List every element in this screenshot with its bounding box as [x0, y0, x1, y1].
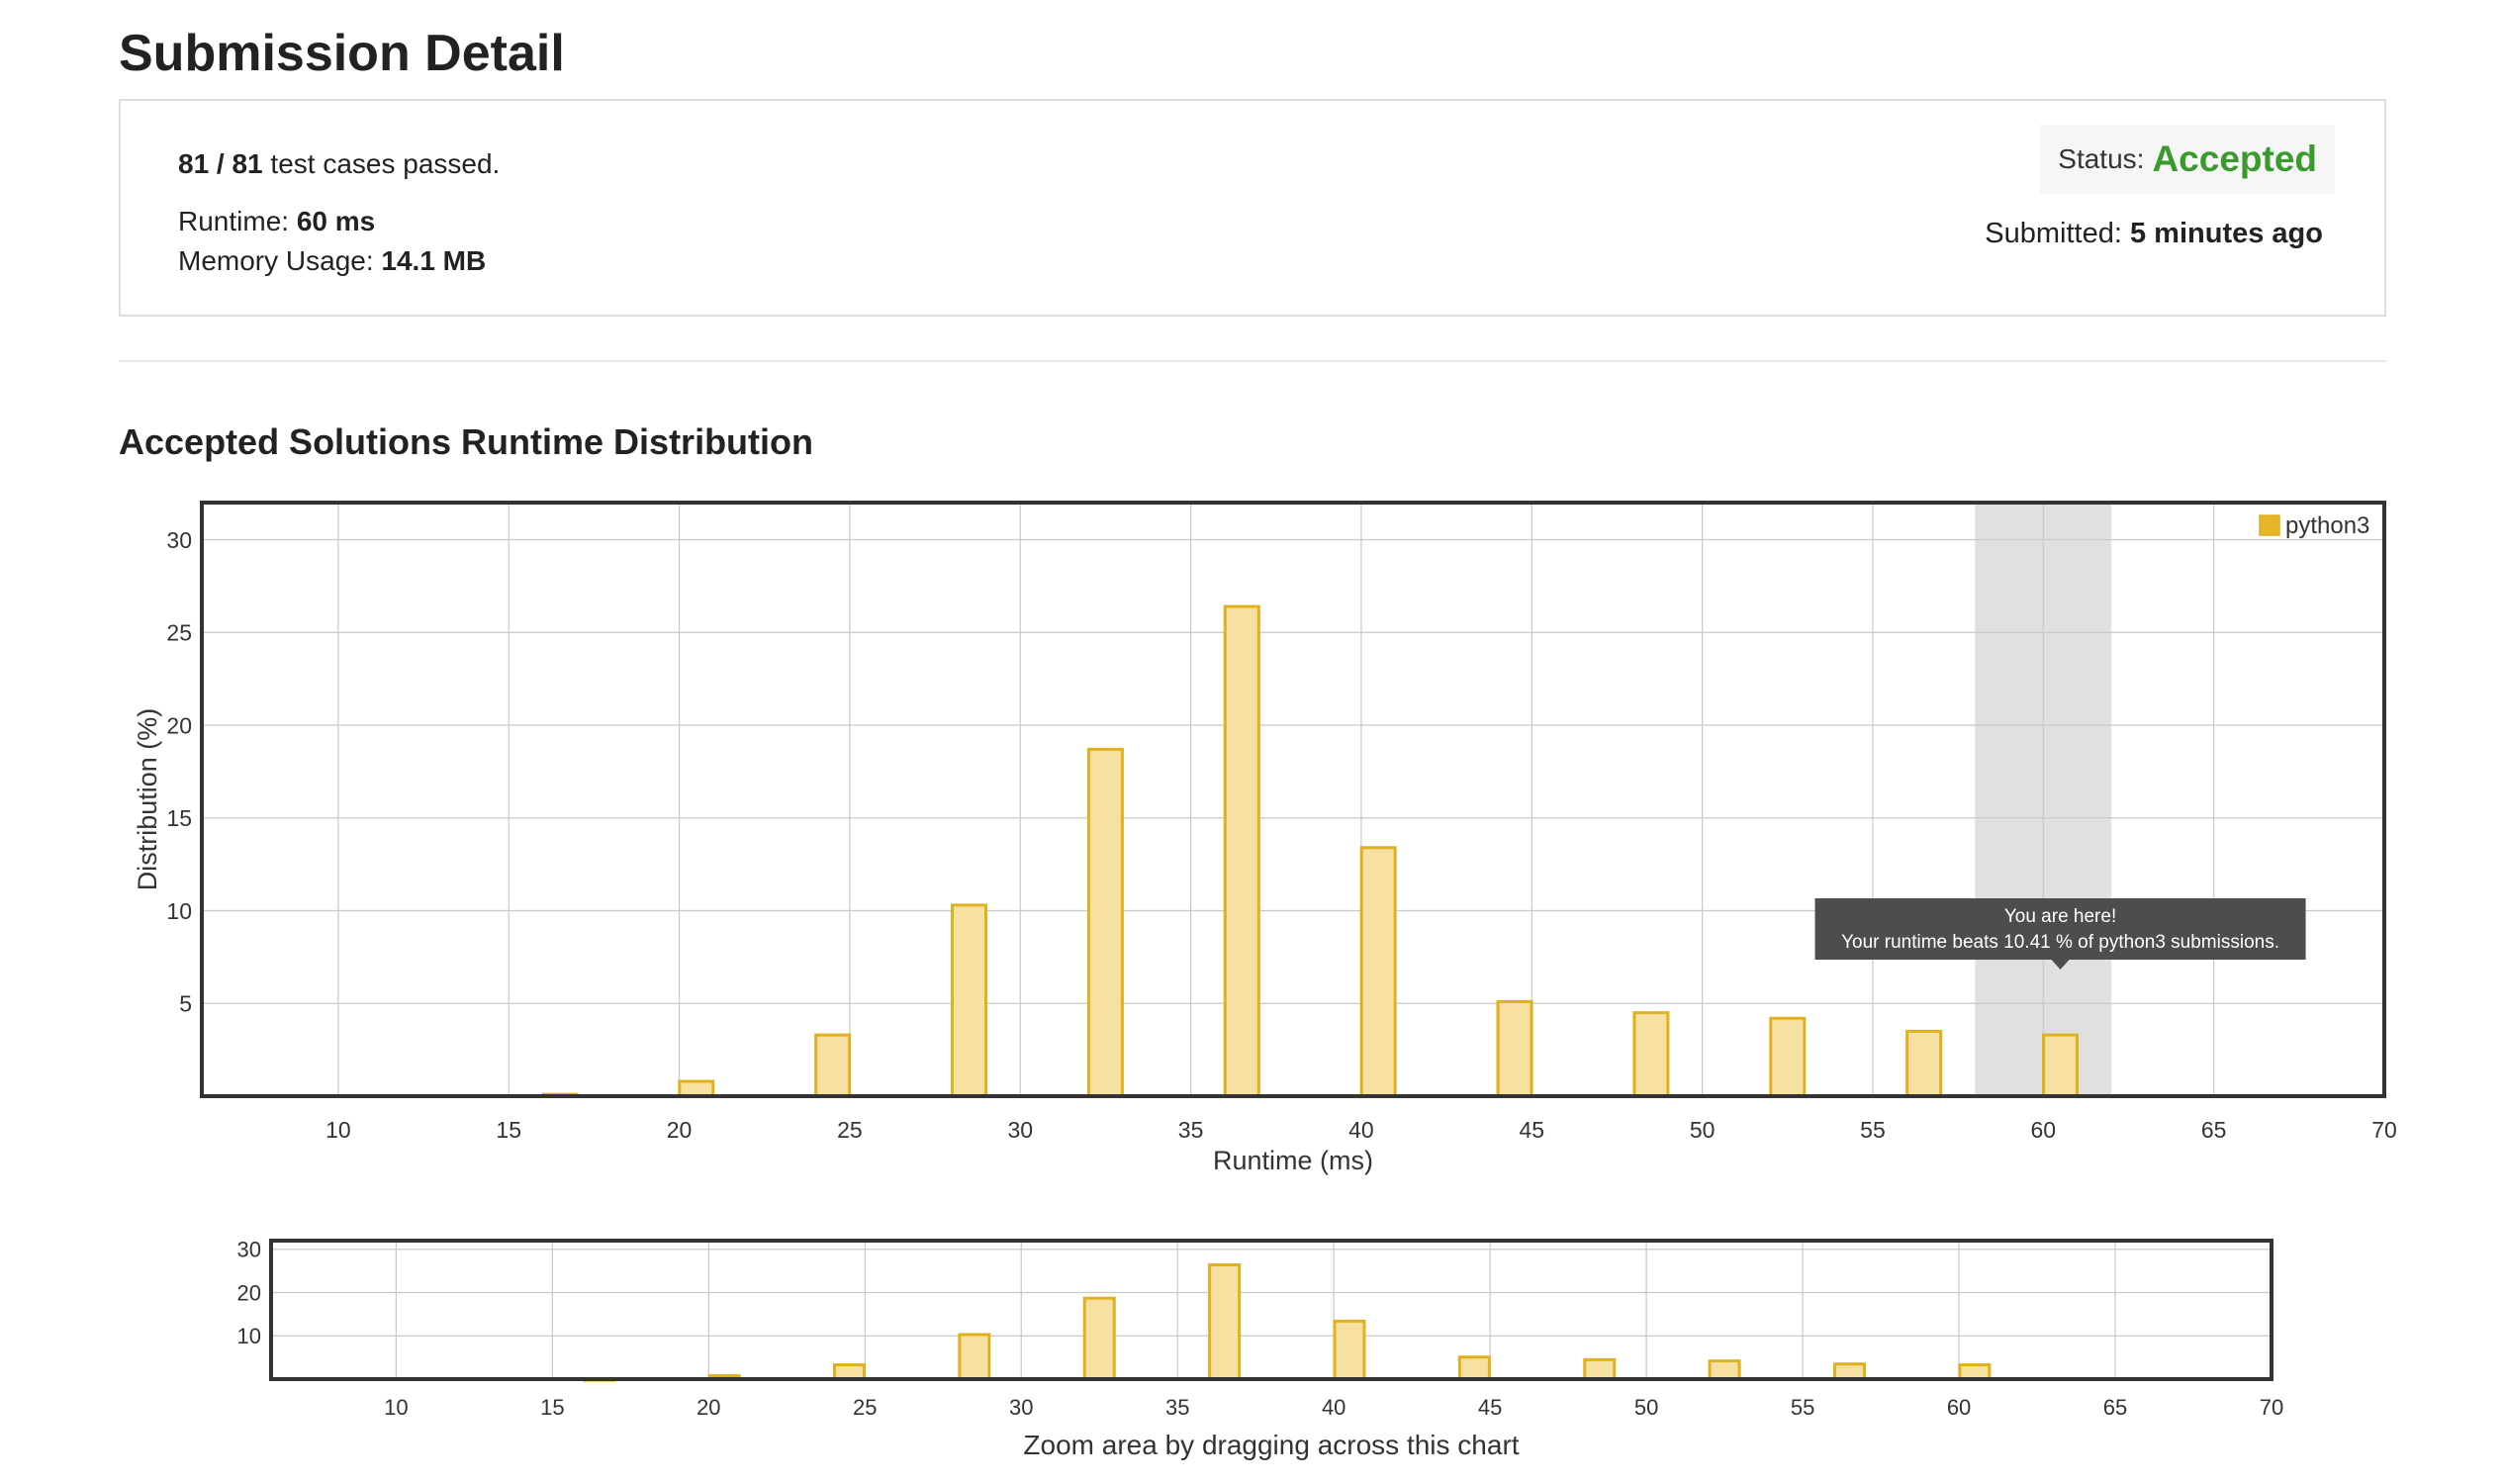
submitted-line: Submitted: 5 minutes ago [1985, 218, 2323, 250]
tooltip-pointer [2051, 960, 2070, 970]
runtime-distribution-chart[interactable]: 10 15 20 25 30 35 40 45 50 55 60 65 70 5 10 15 20 25 30 Run… [0, 475, 2505, 1187]
runtime-tooltip: You are here! Your runtime beats 10.41 % … [1814, 898, 2306, 970]
x-tick-label: 55 [1791, 1395, 1814, 1420]
zoom-navigator-chart[interactable]: 10 15 20 25 30 35 40 45 50 55 60 65 70 10 20 30 Zoom are… [0, 1217, 2505, 1484]
tests-passed-count: 81 / 81 [178, 148, 263, 179]
section-title: Accepted Solutions Runtime Distribution [119, 421, 814, 462]
memory-value: 14.1 MB [381, 245, 487, 276]
y-tick-label: 30 [237, 1238, 261, 1262]
y-tick-label: 20 [237, 1280, 261, 1305]
plot-frame [269, 1239, 2273, 1381]
runtime-bar[interactable] [1208, 1263, 1242, 1381]
x-tick-label: 10 [384, 1395, 408, 1420]
x-tick-label: 25 [837, 1117, 863, 1143]
runtime-bar[interactable] [1333, 1319, 1366, 1381]
x-tick-label: 55 [1860, 1117, 1886, 1143]
runtime-bar[interactable] [1457, 1355, 1491, 1381]
x-tick-label: 60 [1947, 1395, 1971, 1420]
x-tick-label: 65 [2103, 1395, 2127, 1420]
x-tick-label: 50 [1690, 1117, 1716, 1143]
runtime-label: Runtime: [178, 206, 290, 236]
status-accepted-link[interactable]: Accepted [2152, 139, 2317, 179]
runtime-bar[interactable] [958, 1333, 991, 1381]
runtime-bar[interactable] [1082, 1296, 1116, 1381]
runtime-bar[interactable] [832, 1363, 866, 1381]
runtime-bar[interactable] [1905, 1029, 1943, 1098]
runtime-bar[interactable] [1708, 1359, 1741, 1381]
y-tick-label: 15 [166, 805, 192, 831]
y-tick-label: 25 [166, 620, 192, 646]
runtime-bar[interactable] [678, 1079, 715, 1098]
tooltip-box [1814, 898, 2306, 960]
x-tick-label: 50 [1634, 1395, 1658, 1420]
x-tick-label: 70 [2371, 1117, 2397, 1143]
submission-detail-panel: 81 / 81 test cases passed. Runtime: 60 m… [119, 99, 2386, 317]
chart-legend[interactable]: python3 [2259, 512, 2369, 539]
x-tick-label: 40 [1348, 1117, 1374, 1143]
y-axis-title: Distribution (%) [133, 708, 162, 891]
runtime-bar[interactable] [1769, 1016, 1807, 1098]
x-tick-label: 35 [1178, 1117, 1204, 1143]
runtime-value: 60 ms [296, 206, 376, 236]
x-tick-label: 40 [1322, 1395, 1345, 1420]
test-cases-line: 81 / 81 test cases passed. [178, 144, 500, 184]
x-tick-label: 20 [667, 1117, 693, 1143]
page-title: Submission Detail [119, 25, 565, 82]
submitted-value: 5 minutes ago [2130, 218, 2323, 249]
runtime-bar[interactable] [1223, 604, 1260, 1098]
tooltip-text: Your runtime beats 10.41 % of python3 su… [1841, 932, 2279, 953]
runtime-bar[interactable] [1632, 1011, 1670, 1098]
y-tick-label: 5 [179, 991, 192, 1017]
runtime-bar[interactable] [814, 1033, 852, 1098]
y-tick-label: 30 [166, 527, 192, 553]
x-tick-label: 60 [2031, 1117, 2057, 1143]
x-tick-label: 15 [496, 1117, 521, 1143]
x-tick-label: 35 [1165, 1395, 1189, 1420]
x-tick-label: 30 [1009, 1395, 1033, 1420]
status-label: Status: [2058, 143, 2145, 174]
tooltip-title: You are here! [2004, 906, 2116, 927]
runtime-bar[interactable] [951, 903, 988, 1098]
y-tick-label: 10 [166, 898, 192, 924]
runtime-line: Runtime: 60 ms [178, 202, 500, 241]
x-tick-label: 65 [2201, 1117, 2227, 1143]
runtime-bar[interactable] [1359, 846, 1397, 1098]
plot-frame [200, 501, 2386, 1098]
tests-passed-text: test cases passed. [270, 148, 501, 179]
submitted-label: Submitted: [1985, 218, 2122, 249]
section-divider [119, 360, 2386, 362]
y-tick-label: 20 [166, 712, 192, 738]
runtime-bar[interactable] [1832, 1362, 1866, 1381]
x-tick-label: 25 [853, 1395, 877, 1420]
runtime-bar[interactable] [1583, 1357, 1617, 1381]
navigator-caption: Zoom area by dragging across this chart [1023, 1430, 1519, 1460]
memory-line: Memory Usage: 14.1 MB [178, 241, 500, 281]
x-tick-label: 70 [2260, 1395, 2283, 1420]
x-tick-label: 45 [1478, 1395, 1502, 1420]
x-tick-label: 15 [540, 1395, 564, 1420]
x-tick-label: 20 [696, 1395, 720, 1420]
runtime-bar[interactable] [1958, 1363, 1992, 1381]
memory-label: Memory Usage: [178, 245, 374, 276]
runtime-bar[interactable] [2042, 1033, 2080, 1098]
result-summary: 81 / 81 test cases passed. Runtime: 60 m… [178, 144, 500, 281]
y-tick-label: 10 [237, 1324, 261, 1348]
runtime-bar[interactable] [1086, 747, 1124, 1098]
x-axis-title: Runtime (ms) [1213, 1146, 1373, 1175]
legend-label-python3: python3 [2285, 512, 2369, 539]
x-tick-label: 30 [1007, 1117, 1033, 1143]
status-box: Status: Accepted [2040, 125, 2335, 194]
legend-swatch-python3 [2259, 514, 2280, 536]
x-tick-label: 10 [325, 1117, 351, 1143]
runtime-bar[interactable] [1496, 999, 1533, 1098]
x-tick-label: 45 [1519, 1117, 1544, 1143]
